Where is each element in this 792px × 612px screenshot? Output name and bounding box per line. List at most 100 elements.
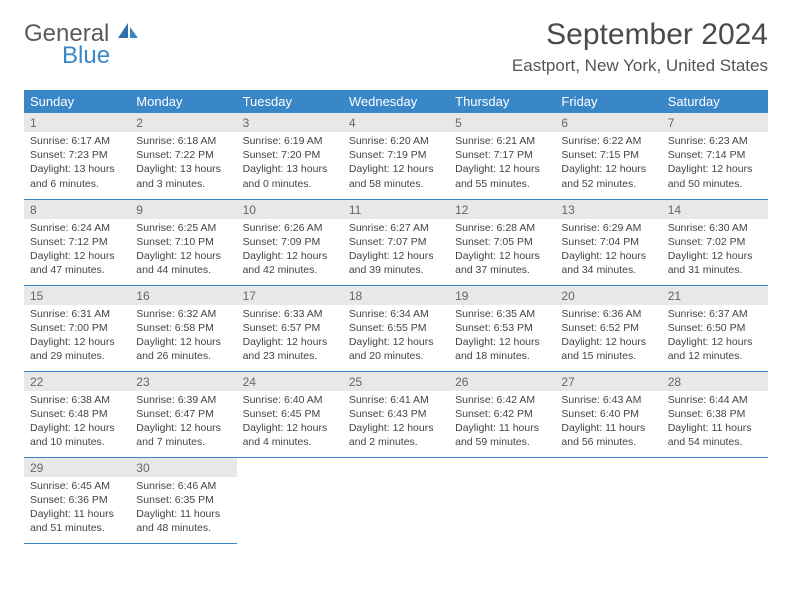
calendar-day-cell: 30Sunrise: 6:46 AMSunset: 6:35 PMDayligh… [130, 457, 236, 543]
daylight-text: Daylight: 11 hours and 48 minutes. [136, 507, 230, 535]
day-details: Sunrise: 6:28 AMSunset: 7:05 PMDaylight:… [449, 219, 555, 282]
sunset-text: Sunset: 7:22 PM [136, 148, 230, 162]
day-details: Sunrise: 6:44 AMSunset: 6:38 PMDaylight:… [662, 391, 768, 454]
daylight-text: Daylight: 12 hours and 44 minutes. [136, 249, 230, 277]
day-details: Sunrise: 6:19 AMSunset: 7:20 PMDaylight:… [237, 132, 343, 195]
sunset-text: Sunset: 7:04 PM [561, 235, 655, 249]
day-number: 13 [555, 200, 661, 219]
day-details: Sunrise: 6:41 AMSunset: 6:43 PMDaylight:… [343, 391, 449, 454]
day-number: 21 [662, 286, 768, 305]
sunrise-text: Sunrise: 6:23 AM [668, 134, 762, 148]
sunset-text: Sunset: 6:55 PM [349, 321, 443, 335]
calendar-day-cell [237, 457, 343, 543]
sunset-text: Sunset: 6:45 PM [243, 407, 337, 421]
sunrise-text: Sunrise: 6:42 AM [455, 393, 549, 407]
sunrise-text: Sunrise: 6:29 AM [561, 221, 655, 235]
calendar-week-row: 29Sunrise: 6:45 AMSunset: 6:36 PMDayligh… [24, 457, 768, 543]
sunset-text: Sunset: 6:53 PM [455, 321, 549, 335]
daylight-text: Daylight: 12 hours and 50 minutes. [668, 162, 762, 190]
sunrise-text: Sunrise: 6:28 AM [455, 221, 549, 235]
sunset-text: Sunset: 6:47 PM [136, 407, 230, 421]
calendar-day-cell: 27Sunrise: 6:43 AMSunset: 6:40 PMDayligh… [555, 371, 661, 457]
calendar-day-cell: 15Sunrise: 6:31 AMSunset: 7:00 PMDayligh… [24, 285, 130, 371]
day-number: 3 [237, 113, 343, 132]
day-details: Sunrise: 6:31 AMSunset: 7:00 PMDaylight:… [24, 305, 130, 368]
sunset-text: Sunset: 6:40 PM [561, 407, 655, 421]
sunrise-text: Sunrise: 6:25 AM [136, 221, 230, 235]
day-details: Sunrise: 6:21 AMSunset: 7:17 PMDaylight:… [449, 132, 555, 195]
calendar-week-row: 15Sunrise: 6:31 AMSunset: 7:00 PMDayligh… [24, 285, 768, 371]
daylight-text: Daylight: 12 hours and 58 minutes. [349, 162, 443, 190]
calendar-body: 1Sunrise: 6:17 AMSunset: 7:23 PMDaylight… [24, 113, 768, 543]
calendar-day-cell: 2Sunrise: 6:18 AMSunset: 7:22 PMDaylight… [130, 113, 236, 199]
sunrise-text: Sunrise: 6:33 AM [243, 307, 337, 321]
sunrise-text: Sunrise: 6:26 AM [243, 221, 337, 235]
sunrise-text: Sunrise: 6:27 AM [349, 221, 443, 235]
calendar-week-row: 8Sunrise: 6:24 AMSunset: 7:12 PMDaylight… [24, 199, 768, 285]
calendar-day-cell: 5Sunrise: 6:21 AMSunset: 7:17 PMDaylight… [449, 113, 555, 199]
sunrise-text: Sunrise: 6:31 AM [30, 307, 124, 321]
day-number: 16 [130, 286, 236, 305]
sunrise-text: Sunrise: 6:30 AM [668, 221, 762, 235]
day-number: 9 [130, 200, 236, 219]
day-number: 14 [662, 200, 768, 219]
day-details: Sunrise: 6:26 AMSunset: 7:09 PMDaylight:… [237, 219, 343, 282]
sunset-text: Sunset: 6:57 PM [243, 321, 337, 335]
weekday-header: Wednesday [343, 90, 449, 113]
weekday-header: Monday [130, 90, 236, 113]
day-number: 6 [555, 113, 661, 132]
day-details: Sunrise: 6:33 AMSunset: 6:57 PMDaylight:… [237, 305, 343, 368]
day-number: 2 [130, 113, 236, 132]
calendar-day-cell [343, 457, 449, 543]
weekday-header: Saturday [662, 90, 768, 113]
daylight-text: Daylight: 12 hours and 2 minutes. [349, 421, 443, 449]
calendar-day-cell: 26Sunrise: 6:42 AMSunset: 6:42 PMDayligh… [449, 371, 555, 457]
calendar-day-cell [449, 457, 555, 543]
calendar-day-cell: 16Sunrise: 6:32 AMSunset: 6:58 PMDayligh… [130, 285, 236, 371]
sunrise-text: Sunrise: 6:34 AM [349, 307, 443, 321]
day-number: 20 [555, 286, 661, 305]
day-number: 12 [449, 200, 555, 219]
location-subtitle: Eastport, New York, United States [512, 56, 768, 76]
calendar-day-cell: 29Sunrise: 6:45 AMSunset: 6:36 PMDayligh… [24, 457, 130, 543]
calendar-day-cell: 7Sunrise: 6:23 AMSunset: 7:14 PMDaylight… [662, 113, 768, 199]
calendar-day-cell: 25Sunrise: 6:41 AMSunset: 6:43 PMDayligh… [343, 371, 449, 457]
day-number: 22 [24, 372, 130, 391]
sunrise-text: Sunrise: 6:35 AM [455, 307, 549, 321]
day-number: 4 [343, 113, 449, 132]
day-details: Sunrise: 6:24 AMSunset: 7:12 PMDaylight:… [24, 219, 130, 282]
daylight-text: Daylight: 13 hours and 0 minutes. [243, 162, 337, 190]
day-details: Sunrise: 6:27 AMSunset: 7:07 PMDaylight:… [343, 219, 449, 282]
calendar-day-cell: 3Sunrise: 6:19 AMSunset: 7:20 PMDaylight… [237, 113, 343, 199]
day-number: 24 [237, 372, 343, 391]
header: General Blue September 2024 Eastport, Ne… [24, 18, 768, 76]
logo-sail-icon [118, 28, 140, 45]
day-details: Sunrise: 6:40 AMSunset: 6:45 PMDaylight:… [237, 391, 343, 454]
day-details: Sunrise: 6:32 AMSunset: 6:58 PMDaylight:… [130, 305, 236, 368]
logo-text-blue: Blue [62, 44, 140, 68]
calendar-day-cell: 28Sunrise: 6:44 AMSunset: 6:38 PMDayligh… [662, 371, 768, 457]
day-details: Sunrise: 6:18 AMSunset: 7:22 PMDaylight:… [130, 132, 236, 195]
daylight-text: Daylight: 11 hours and 54 minutes. [668, 421, 762, 449]
sunset-text: Sunset: 7:14 PM [668, 148, 762, 162]
day-number: 25 [343, 372, 449, 391]
sunset-text: Sunset: 6:43 PM [349, 407, 443, 421]
day-number: 1 [24, 113, 130, 132]
calendar-day-cell: 14Sunrise: 6:30 AMSunset: 7:02 PMDayligh… [662, 199, 768, 285]
day-number: 23 [130, 372, 236, 391]
sunrise-text: Sunrise: 6:17 AM [30, 134, 124, 148]
calendar-day-cell: 13Sunrise: 6:29 AMSunset: 7:04 PMDayligh… [555, 199, 661, 285]
daylight-text: Daylight: 13 hours and 6 minutes. [30, 162, 124, 190]
sunrise-text: Sunrise: 6:39 AM [136, 393, 230, 407]
weekday-header-row: Sunday Monday Tuesday Wednesday Thursday… [24, 90, 768, 113]
calendar-day-cell: 11Sunrise: 6:27 AMSunset: 7:07 PMDayligh… [343, 199, 449, 285]
sunset-text: Sunset: 6:50 PM [668, 321, 762, 335]
daylight-text: Daylight: 12 hours and 7 minutes. [136, 421, 230, 449]
calendar-day-cell: 18Sunrise: 6:34 AMSunset: 6:55 PMDayligh… [343, 285, 449, 371]
calendar-day-cell: 23 Sunrise: 6:39 AMSunset: 6:47 PMDayligh… [130, 371, 236, 457]
sunset-text: Sunset: 6:38 PM [668, 407, 762, 421]
sunrise-text: Sunrise: 6:45 AM [30, 479, 124, 493]
day-details: Sunrise: 6:34 AMSunset: 6:55 PMDaylight:… [343, 305, 449, 368]
day-details: Sunrise: 6:37 AMSunset: 6:50 PMDaylight:… [662, 305, 768, 368]
sunset-text: Sunset: 7:00 PM [30, 321, 124, 335]
